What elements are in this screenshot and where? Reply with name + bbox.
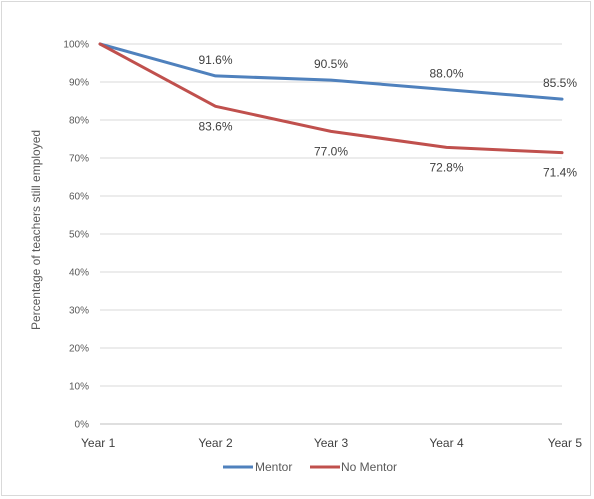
x-tick-label: Year 5	[548, 436, 583, 450]
data-label: 77.0%	[314, 144, 348, 158]
x-tick-label: Year 2	[198, 436, 233, 450]
y-axis-label: Percentage of teachers still employed	[29, 130, 43, 330]
data-label: 91.6%	[198, 53, 232, 67]
series-line-mentor	[98, 42, 564, 101]
y-tick-label: 100%	[63, 40, 89, 51]
x-tick-label: Year 4	[429, 436, 464, 450]
x-tick-label: Year 3	[314, 436, 349, 450]
y-tick-label: 80%	[69, 116, 89, 127]
data-labels: 91.6% 90.5% 88.0% 85.5% 83.6% 77.0% 72.8% 71.4%	[198, 53, 577, 180]
data-label: 88.0%	[429, 67, 463, 81]
y-axis-ticks: 0% 10% 20% 30% 40% 50% 60% 70% 80% 90% 100%	[63, 40, 89, 431]
data-label: 90.5%	[314, 57, 348, 71]
data-label: 83.6%	[198, 119, 232, 133]
x-axis-ticks: Year 1 Year 2 Year 3 Year 4 Year 5	[81, 436, 582, 450]
data-label: 72.8%	[429, 160, 463, 174]
data-label: 71.4%	[543, 166, 577, 180]
data-label: 85.5%	[543, 76, 577, 90]
y-tick-label: 70%	[69, 154, 89, 165]
y-tick-label: 0%	[75, 420, 90, 431]
legend-entry: No Mentor	[341, 460, 397, 474]
legend: Mentor No Mentor	[223, 460, 397, 474]
y-tick-label: 30%	[69, 306, 89, 317]
y-tick-label: 90%	[69, 78, 89, 89]
y-tick-label: 10%	[69, 382, 89, 393]
y-tick-label: 20%	[69, 344, 89, 355]
series-line-no-mentor	[98, 42, 564, 155]
x-tick-label: Year 1	[81, 436, 116, 450]
y-tick-label: 60%	[69, 192, 89, 203]
y-tick-label: 40%	[69, 268, 89, 279]
legend-entry: Mentor	[255, 460, 292, 474]
y-tick-label: 50%	[69, 230, 89, 241]
gridlines	[100, 43, 562, 425]
series-lines	[98, 42, 564, 155]
